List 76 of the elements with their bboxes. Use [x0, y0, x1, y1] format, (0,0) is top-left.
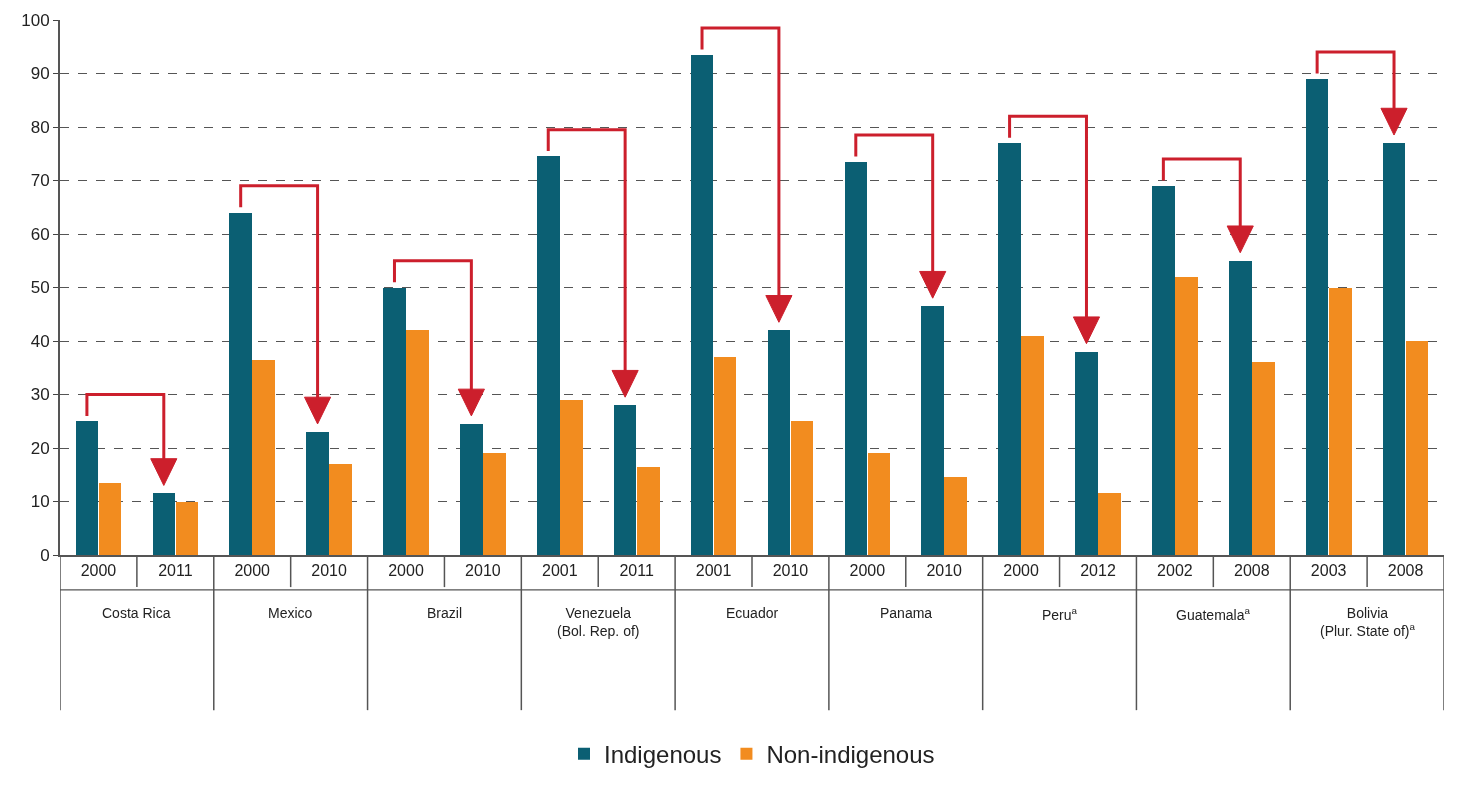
bar — [1152, 186, 1175, 555]
bar — [614, 405, 636, 555]
bar — [306, 432, 329, 555]
x-tick-label: 2010 — [926, 562, 963, 580]
x-tick-label: 2011 — [619, 562, 654, 580]
text: Panama — [880, 605, 933, 621]
y-tick-label: 50 — [30, 278, 50, 298]
bar — [229, 213, 252, 555]
y-tick-label: 0 — [40, 545, 50, 565]
bar — [1098, 493, 1121, 555]
x-tick-label: 2010 — [772, 562, 809, 580]
bar — [1075, 352, 1098, 555]
bar — [1306, 79, 1328, 555]
y-tick-label: 60 — [30, 224, 50, 244]
bar — [998, 143, 1021, 555]
x-tick-label: 2010 — [465, 562, 501, 580]
bar — [1229, 261, 1252, 555]
bar — [944, 477, 967, 555]
text: Guatemala$^{a}$ — [1176, 605, 1251, 623]
y-tick-label: 100 — [21, 10, 50, 30]
bar — [537, 156, 560, 555]
bar — [483, 453, 506, 555]
bar — [383, 288, 406, 555]
bar — [1329, 288, 1352, 555]
bar — [1383, 143, 1405, 555]
text: Peru$^{a}$ — [1042, 605, 1078, 623]
y-tick-label: 90 — [30, 64, 50, 84]
bar — [406, 330, 429, 555]
x-tick-label: 2001 — [541, 562, 578, 580]
y-tick-label: 80 — [30, 117, 50, 137]
bar — [845, 162, 867, 555]
x-tick-label: 2008 — [1387, 562, 1424, 580]
y-tick-label: 40 — [30, 331, 50, 351]
legend-label: Non-indigenous — [766, 741, 935, 769]
text: Mexico — [268, 605, 313, 621]
bar — [252, 360, 275, 555]
bar — [460, 424, 483, 555]
text: Bolivia (Plur. State of)$^{a}$ — [1320, 605, 1416, 640]
x-tick-label: 2003 — [1310, 562, 1347, 580]
bar — [791, 421, 813, 555]
y-tick-label: 10 — [30, 492, 50, 512]
bar — [329, 464, 352, 555]
text: Costa Rica — [102, 605, 171, 621]
bar — [868, 453, 890, 555]
bar — [1406, 341, 1428, 555]
bar — [714, 357, 736, 555]
x-tick-label: 2008 — [1233, 562, 1270, 580]
bar — [691, 55, 713, 555]
x-tick-label: 2002 — [1157, 562, 1193, 580]
bar — [1175, 277, 1198, 555]
bar — [153, 493, 175, 555]
y-tick-label: 20 — [30, 438, 50, 458]
bar — [1021, 336, 1044, 555]
bar — [99, 483, 121, 555]
x-tick-label: 2000 — [849, 562, 886, 580]
legend-label: Indigenous — [604, 741, 722, 769]
bar — [768, 330, 790, 555]
y-tick-label: 70 — [30, 171, 50, 191]
text: Venezuela (Bol. Rep. of) — [557, 605, 640, 640]
x-tick-label: 2011 — [158, 562, 193, 580]
x-tick-label: 2010 — [311, 562, 348, 580]
text: Brazil — [427, 605, 463, 621]
x-tick-label: 2001 — [695, 562, 732, 580]
bar — [560, 400, 583, 555]
bar — [1252, 362, 1275, 555]
bar — [921, 306, 944, 555]
bar — [76, 421, 98, 555]
bar — [637, 467, 660, 555]
x-tick-label: 2000 — [80, 562, 117, 580]
text: Ecuador — [726, 605, 779, 621]
x-tick-label: 2012 — [1080, 562, 1116, 580]
bar — [176, 502, 198, 555]
x-tick-label: 2000 — [1003, 562, 1040, 580]
x-tick-label: 2000 — [388, 562, 424, 580]
x-tick-label: 2000 — [234, 562, 271, 580]
y-tick-label: 30 — [30, 385, 50, 405]
